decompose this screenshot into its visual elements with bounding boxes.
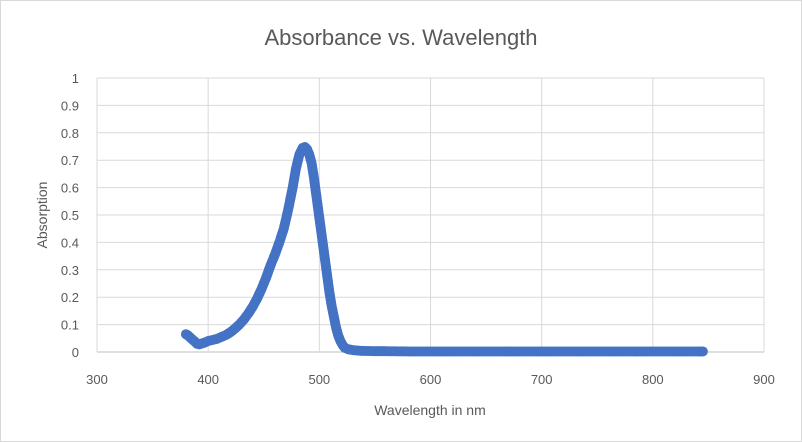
x-tick-label: 300 (86, 372, 108, 387)
y-tick-label: 0 (72, 345, 79, 360)
y-tick-label: 0.4 (61, 235, 79, 250)
y-tick-label: 0.6 (61, 181, 79, 196)
y-tick-label: 1 (72, 71, 79, 86)
data-point (697, 346, 708, 357)
y-axis-label: Absorption (34, 182, 50, 249)
y-tick-label: 0.7 (61, 153, 79, 168)
x-tick-label: 800 (642, 372, 664, 387)
x-tick-label: 900 (753, 372, 775, 387)
chart-title: Absorbance vs. Wavelength (264, 25, 537, 50)
x-tick-label: 600 (420, 372, 442, 387)
y-tick-label: 0.1 (61, 318, 79, 333)
data-series (180, 142, 708, 357)
y-tick-label: 0.8 (61, 126, 79, 141)
x-tick-label: 500 (308, 372, 330, 387)
x-axis-label: Wavelength in nm (374, 402, 486, 418)
tick-labels: 0 0.1 0.2 0.3 0.4 0.5 0.6 0.7 0.8 0.9 1 300 400 500 60… (61, 71, 775, 387)
x-tick-label: 700 (531, 372, 553, 387)
y-tick-label: 0.5 (61, 208, 79, 223)
y-tick-label: 0.9 (61, 98, 79, 113)
y-tick-label: 0.2 (61, 290, 79, 305)
gridlines (96, 77, 765, 353)
y-tick-label: 0.3 (61, 263, 79, 278)
x-tick-label: 400 (197, 372, 219, 387)
